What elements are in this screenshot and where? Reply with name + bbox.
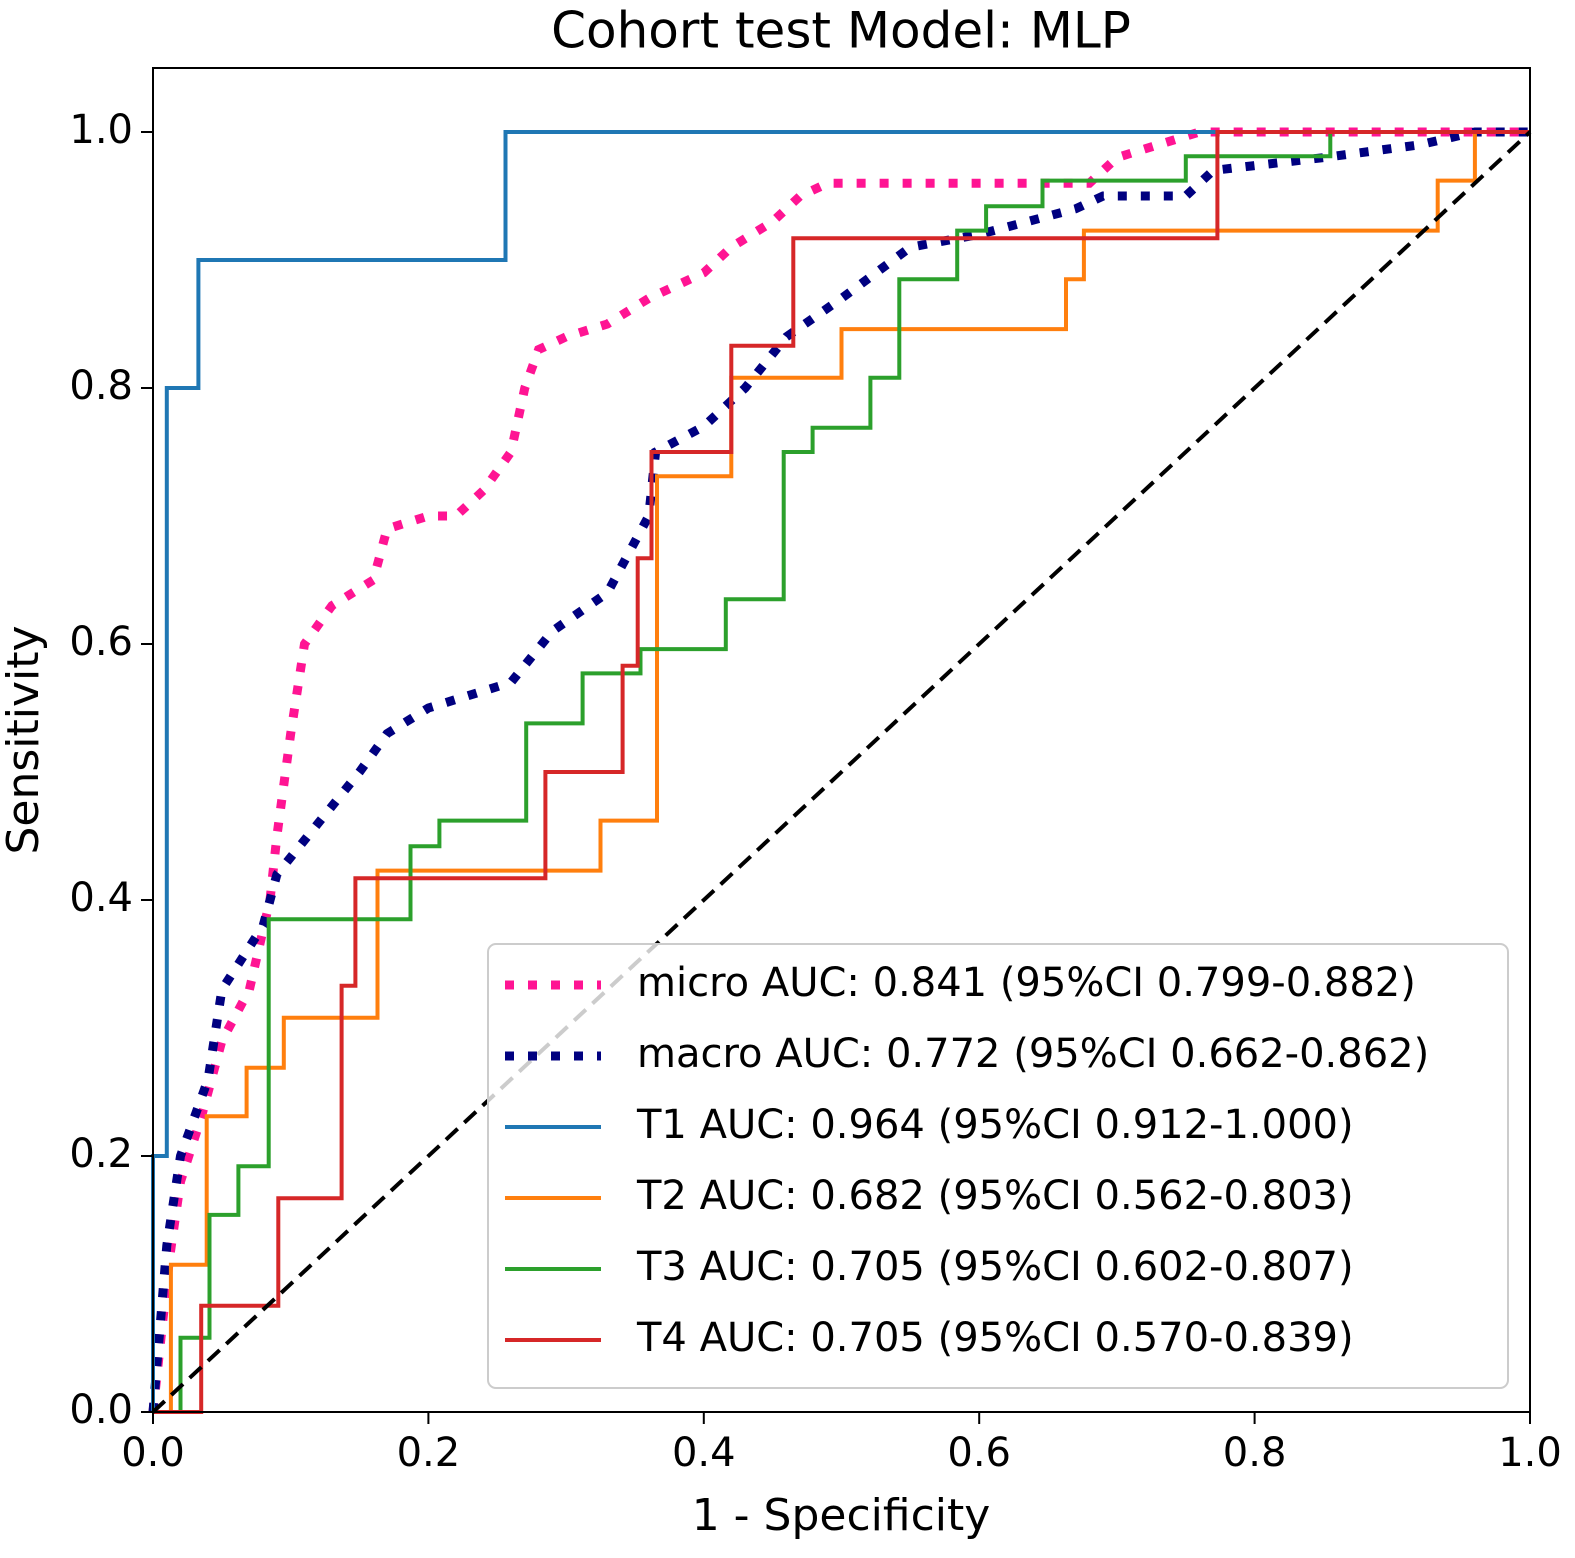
roc-line: [151, 130, 1530, 1412]
y-tick-label: 0.2: [69, 1131, 133, 1177]
roc-line: [148, 127, 1530, 1413]
legend-frame: [487, 943, 1509, 1389]
x-tick-label: 0.6: [947, 1430, 1011, 1476]
x-tick-label: 0.8: [1223, 1430, 1287, 1476]
plot-lines: [148, 127, 1532, 1414]
y-tick-label: 1.0: [69, 107, 133, 153]
roc-line: [148, 127, 1530, 1413]
y-tick-label: 0.6: [69, 619, 133, 665]
legend-label: T1 AUC: 0.964 (95%CI 0.912-1.000): [636, 1102, 1354, 1148]
legend-label: T2 AUC: 0.682 (95%CI 0.562-0.803): [636, 1173, 1354, 1219]
chance-line: [151, 130, 1532, 1414]
plot-frame: [152, 67, 1531, 1413]
y-tick-label: 0.4: [69, 875, 133, 921]
x-axis-label: 1 - Specificity: [692, 1490, 991, 1541]
legend: micro AUC: 0.841 (95%CI 0.799-0.882) macr…: [487, 943, 1509, 1389]
legend-label: T4 AUC: 0.705 (95%CI 0.570-0.839): [636, 1315, 1354, 1361]
chart-title: Cohort test Model: MLP: [551, 2, 1131, 60]
roc-line: [153, 130, 1530, 1414]
y-axis-label: Sensitivity: [0, 625, 49, 854]
y-tick-label: 0.0: [69, 1387, 133, 1433]
x-tick-label: 0.2: [397, 1430, 461, 1476]
x-tick-label: 0.0: [121, 1430, 185, 1476]
y-tick-label: 0.8: [69, 363, 133, 409]
legend-label: micro AUC: 0.841 (95%CI 0.799-0.882): [637, 960, 1416, 1006]
legend-label: macro AUC: 0.772 (95%CI 0.662-0.862): [637, 1031, 1429, 1077]
legend-label: T3 AUC: 0.705 (95%CI 0.602-0.807): [636, 1244, 1354, 1290]
roc-line: [153, 130, 1530, 1414]
x-tick-label: 1.0: [1498, 1430, 1562, 1476]
x-tick-label: 0.4: [672, 1430, 736, 1476]
